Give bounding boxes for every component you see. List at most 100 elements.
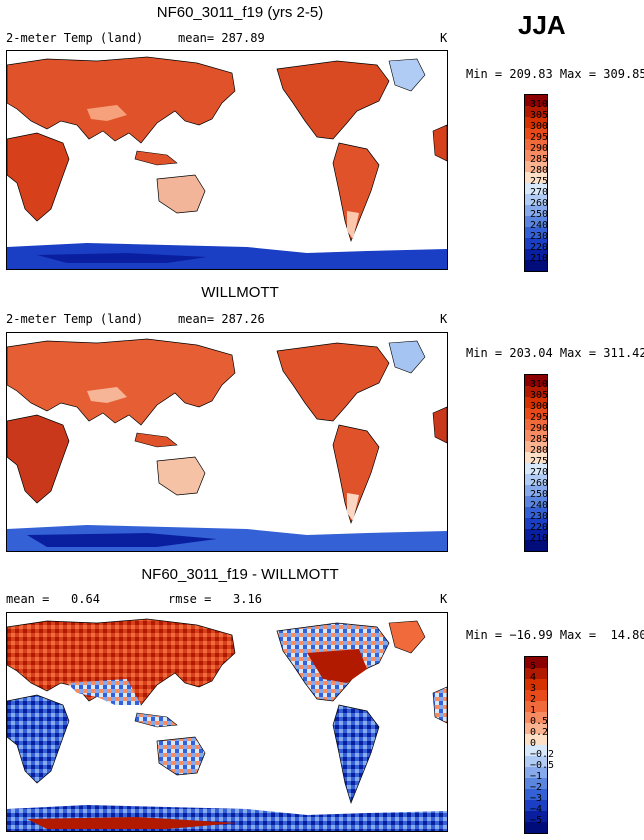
minmax-label: Min = 209.83 Max = 309.85 [466, 67, 644, 81]
colorbar-tick-label: 2 [530, 694, 537, 705]
land-patagonia [347, 211, 359, 239]
panel-title: NF60_3011_f19 - WILLMOTT [141, 566, 339, 583]
land-africa [7, 132, 70, 222]
colorbar-tick-label: 280 [530, 165, 549, 176]
colorbar [524, 656, 548, 834]
colorbar-swatch [525, 238, 547, 249]
colorbar-swatch [525, 518, 547, 529]
colorbar-tick-label: 310 [530, 379, 549, 390]
mean-label: mean= 287.89 [178, 31, 265, 45]
land-greenland [388, 620, 426, 654]
temperature-map [6, 50, 448, 270]
season-label: JJA [518, 10, 566, 40]
rmse-label: rmse = 3.16 [168, 592, 262, 606]
colorbar-tick-label: 290 [530, 143, 549, 154]
colorbar-tick-label: 230 [530, 231, 549, 242]
land-us-warm [307, 649, 367, 683]
colorbar-swatch [525, 811, 547, 822]
land-europe-edge [432, 686, 447, 724]
colorbar-swatch [525, 375, 547, 386]
colorbar-swatch [525, 419, 547, 430]
land-australia [156, 174, 206, 214]
colorbar-tick-label: −5 [530, 815, 543, 826]
temperature-map [6, 332, 448, 552]
colorbar-swatch [525, 463, 547, 474]
colorbar-tick-label: 240 [530, 500, 549, 511]
colorbar-tick-label: −2 [530, 782, 543, 793]
land-south-america [332, 142, 380, 243]
colorbar-swatch [525, 95, 547, 106]
land-indonesia [134, 712, 178, 728]
colorbar-swatches [525, 375, 547, 551]
land-patagonia [347, 493, 359, 521]
colorbar-tick-label: 290 [530, 423, 549, 434]
colorbar-swatch [525, 507, 547, 518]
colorbar-tick-label: 0 [530, 738, 537, 749]
colorbar-tick-label: −0.2 [530, 749, 555, 760]
colorbar-swatch [525, 117, 547, 128]
colorbar-swatch [525, 756, 547, 767]
colorbar-tick-label: −3 [530, 793, 543, 804]
units-label: K [440, 31, 448, 45]
colorbar-tick-label: 220 [530, 242, 549, 253]
colorbar-tick-label: 260 [530, 198, 549, 209]
colorbar-swatch [525, 668, 547, 679]
colorbar-tick-label: 305 [530, 390, 549, 401]
colorbar-swatch [525, 386, 547, 397]
colorbar-swatch [525, 260, 547, 271]
colorbar-swatch [525, 712, 547, 723]
land-antarctica-deep [37, 253, 207, 263]
colorbar-swatch [525, 183, 547, 194]
colorbar-swatch [525, 734, 547, 745]
land-north-america [276, 342, 390, 422]
land-indonesia [134, 150, 178, 166]
colorbar [524, 94, 548, 272]
colorbar-swatches [525, 95, 547, 271]
colorbar-swatch [525, 474, 547, 485]
colorbar-tick-label: 270 [530, 187, 549, 198]
colorbar-swatch [525, 172, 547, 183]
colorbar-tick-label: 295 [530, 132, 549, 143]
colorbar-swatch [525, 249, 547, 260]
colorbar-swatch [525, 800, 547, 811]
variable-label: 2-meter Temp (land) [6, 312, 144, 326]
map-svg [7, 56, 447, 269]
colorbar-tick-label: 0.2 [530, 727, 549, 738]
colorbar-swatch [525, 106, 547, 117]
colorbar-swatch [525, 150, 547, 161]
colorbar-tick-label: 260 [530, 478, 549, 489]
colorbar-swatch [525, 778, 547, 789]
colorbar-tick-label: 270 [530, 467, 549, 478]
colorbar-tick-label: 240 [530, 220, 549, 231]
colorbar-swatch [525, 485, 547, 496]
colorbar [524, 374, 548, 552]
colorbar-tick-label: 250 [530, 209, 549, 220]
difference-map [6, 612, 448, 832]
colorbar-swatch [525, 430, 547, 441]
land-africa [7, 414, 70, 504]
panel-title: NF60_3011_f19 (yrs 2-5) [156, 4, 324, 21]
land-south-asia [67, 679, 141, 705]
colorbar-tick-label: 4 [530, 672, 537, 683]
colorbar-swatches [525, 657, 547, 833]
colorbar-swatch [525, 452, 547, 463]
units-label: K [440, 312, 448, 326]
minmax-label: Min = 203.04 Max = 311.42 [466, 346, 644, 360]
land-antarctica-warm [27, 817, 237, 829]
colorbar-tick-label: 280 [530, 445, 549, 456]
land-africa [7, 694, 70, 784]
colorbar-tick-label: 3 [530, 683, 537, 694]
colorbar-swatch [525, 408, 547, 419]
land-antarctica-deep [27, 533, 217, 547]
colorbar-tick-label: 295 [530, 412, 549, 423]
colorbar-tick-label: 0.5 [530, 716, 549, 727]
colorbar-tick-label: 230 [530, 511, 549, 522]
land-australia [156, 456, 206, 496]
colorbar-swatch [525, 194, 547, 205]
colorbar-tick-label: 300 [530, 401, 549, 412]
land-indonesia [134, 432, 178, 448]
land-eurasia [7, 338, 236, 426]
colorbar-swatch [525, 701, 547, 712]
land-europe-edge [432, 124, 447, 162]
colorbar-swatch [525, 205, 547, 216]
